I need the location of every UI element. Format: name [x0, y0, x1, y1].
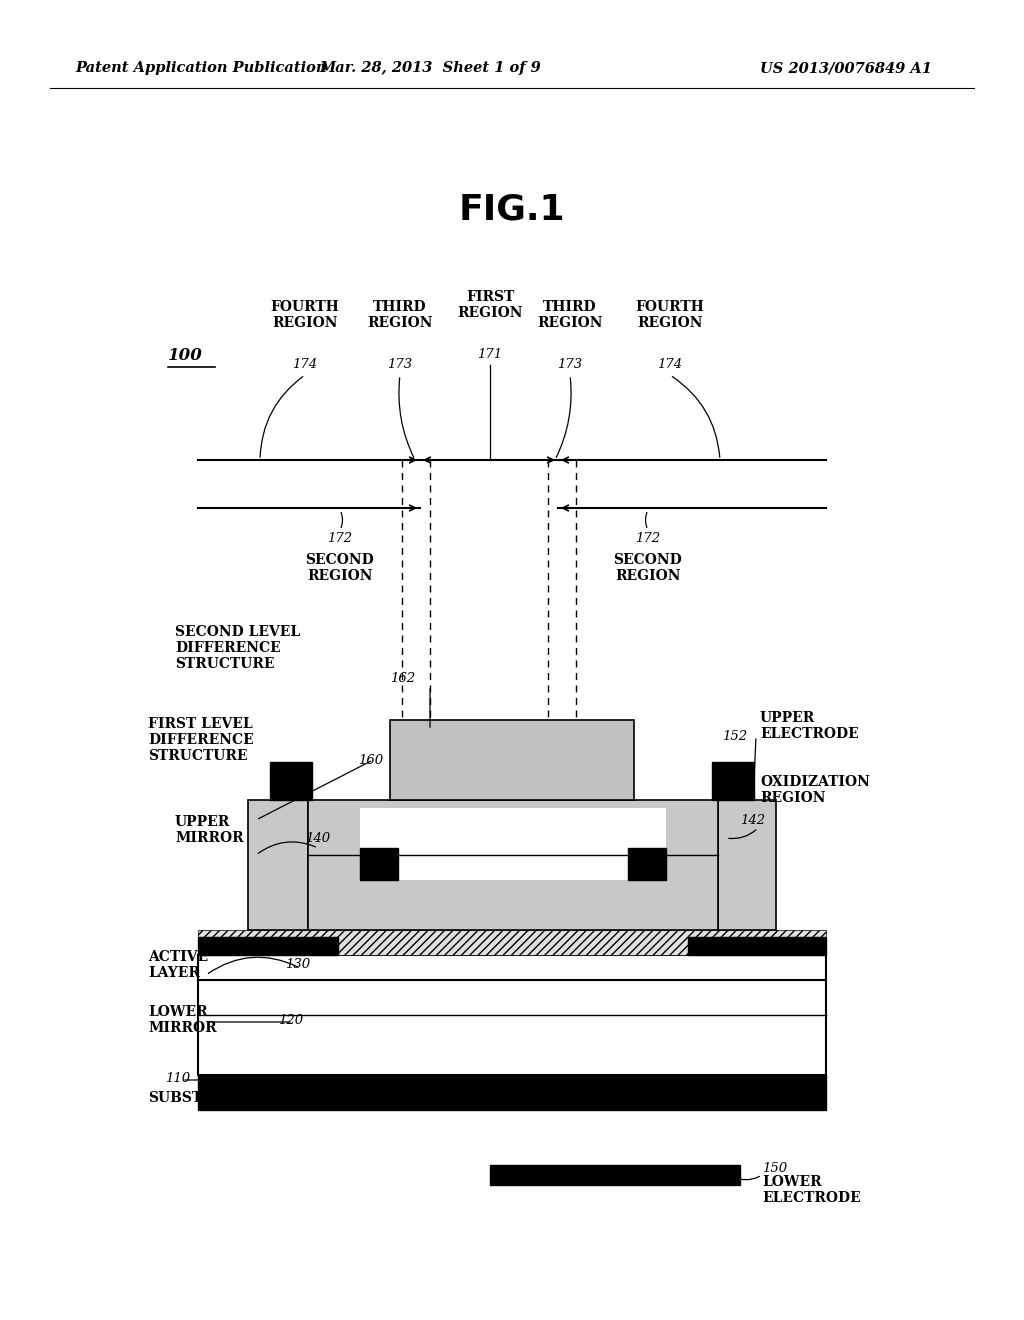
Text: 110: 110 [165, 1072, 190, 1085]
Text: 172: 172 [328, 532, 352, 544]
Text: 160: 160 [358, 754, 383, 767]
Bar [628, 847, 666, 880]
Text: 150: 150 [762, 1162, 787, 1175]
Bar [688, 937, 826, 954]
Text: UPPER
ELECTRODE: UPPER ELECTRODE [760, 711, 859, 741]
Text: Mar. 28, 2013  Sheet 1 of 9: Mar. 28, 2013 Sheet 1 of 9 [319, 61, 541, 75]
Text: FOURTH
REGION: FOURTH REGION [636, 300, 705, 330]
Text: 120: 120 [278, 1014, 303, 1027]
Bar [198, 979, 826, 1074]
Text: 171: 171 [477, 348, 503, 362]
Text: SUBSTRATE: SUBSTRATE [148, 1092, 245, 1105]
Text: LOWER
ELECTRODE: LOWER ELECTRODE [762, 1175, 861, 1205]
Text: 142: 142 [740, 813, 765, 826]
Text: THIRD
REGION: THIRD REGION [538, 300, 603, 330]
Bar [198, 954, 826, 979]
Text: 100: 100 [168, 346, 203, 363]
Text: FOURTH
REGION: FOURTH REGION [270, 300, 339, 330]
Bar [198, 931, 826, 954]
Text: FIRST LEVEL
DIFFERENCE
STRUCTURE: FIRST LEVEL DIFFERENCE STRUCTURE [148, 717, 254, 763]
Bar [308, 800, 718, 931]
Text: 130: 130 [285, 958, 310, 972]
Text: FIRST
REGION: FIRST REGION [458, 290, 522, 321]
Text: 152: 152 [722, 730, 748, 742]
Text: 174: 174 [293, 359, 317, 371]
Bar [490, 1166, 740, 1185]
Text: Patent Application Publication: Patent Application Publication [75, 61, 327, 75]
Bar [712, 762, 754, 800]
Text: ACTIVE
LAYER: ACTIVE LAYER [148, 950, 208, 979]
Bar [360, 808, 666, 880]
Text: UPPER
MIRROR: UPPER MIRROR [175, 814, 244, 845]
Text: LOWER
MIRROR: LOWER MIRROR [148, 1005, 217, 1035]
Text: 173: 173 [557, 359, 583, 371]
Text: FIG.1: FIG.1 [459, 193, 565, 227]
Bar [248, 800, 308, 931]
Text: SECOND
REGION: SECOND REGION [305, 553, 375, 583]
Text: US 2013/0076849 A1: US 2013/0076849 A1 [760, 61, 932, 75]
Text: 140: 140 [305, 832, 330, 845]
Bar [198, 937, 338, 954]
Text: 174: 174 [657, 359, 683, 371]
Text: SECOND
REGION: SECOND REGION [613, 553, 682, 583]
Text: 173: 173 [387, 359, 413, 371]
Text: OXIDIZATION
REGION: OXIDIZATION REGION [760, 775, 869, 805]
Text: 162: 162 [390, 672, 415, 685]
Bar [270, 762, 312, 800]
Text: 172: 172 [636, 532, 660, 544]
Bar [390, 719, 634, 800]
Bar [718, 800, 776, 931]
Text: THIRD
REGION: THIRD REGION [368, 300, 433, 330]
Text: SECOND LEVEL
DIFFERENCE
STRUCTURE: SECOND LEVEL DIFFERENCE STRUCTURE [175, 624, 300, 671]
Bar [198, 1074, 826, 1110]
Bar [360, 847, 398, 880]
